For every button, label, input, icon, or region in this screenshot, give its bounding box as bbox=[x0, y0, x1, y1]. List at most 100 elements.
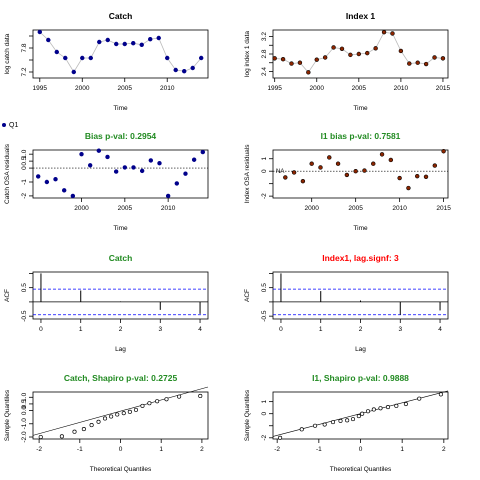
data-point bbox=[291, 170, 297, 175]
data-point bbox=[278, 435, 283, 440]
data-point bbox=[38, 434, 43, 440]
data-point bbox=[131, 165, 136, 170]
y-tick-label: 0 bbox=[261, 412, 268, 416]
y-tick-label: 1.0 bbox=[21, 149, 28, 158]
chart-panel-3: Bias p-val: 0.2954 Time Catch OSA residual… bbox=[4, 131, 209, 232]
y-tick-label: 0.5 bbox=[21, 399, 28, 408]
chart-title: Catch bbox=[109, 253, 133, 263]
y-axis-label: Catch OSA residuals bbox=[4, 143, 11, 204]
data-point bbox=[157, 161, 162, 166]
data-point bbox=[432, 163, 438, 168]
data-point bbox=[371, 161, 376, 166]
y-tick-label: -2.0 bbox=[21, 431, 28, 443]
data-point bbox=[360, 411, 365, 416]
data-point bbox=[122, 41, 127, 47]
x-axis-label: Time bbox=[353, 105, 368, 112]
data-point bbox=[61, 188, 67, 193]
y-axis-label: log catch data bbox=[4, 33, 11, 74]
x-tick-label: 2010 bbox=[161, 205, 176, 212]
data-point bbox=[139, 168, 145, 174]
y-tick-label: -1 bbox=[21, 179, 28, 185]
x-tick-label: 2005 bbox=[118, 205, 133, 212]
x-tick-label: 2005 bbox=[352, 85, 367, 92]
data-point bbox=[385, 405, 391, 410]
x-tick-label: 1995 bbox=[33, 85, 48, 92]
x-tick-label: 0 bbox=[279, 326, 283, 333]
x-tick-label: 0 bbox=[359, 446, 363, 453]
data-point bbox=[330, 420, 336, 425]
data-point bbox=[381, 29, 387, 35]
x-tick-label: 1 bbox=[319, 326, 323, 333]
data-point bbox=[79, 151, 84, 157]
series-line bbox=[39, 31, 202, 73]
data-point bbox=[89, 423, 94, 428]
x-tick-label: -2 bbox=[36, 446, 42, 453]
x-tick-label: 1 bbox=[400, 446, 404, 453]
qq-line bbox=[32, 386, 209, 436]
data-point bbox=[81, 427, 86, 432]
x-axis-label: Theoretical Quantiles bbox=[330, 466, 392, 473]
data-point bbox=[335, 161, 341, 166]
data-point bbox=[115, 412, 120, 417]
x-tick-label: -1 bbox=[316, 446, 322, 453]
chart-title: Catch bbox=[109, 11, 133, 21]
data-point bbox=[190, 65, 195, 71]
x-axis-label: Lag bbox=[355, 346, 366, 353]
x-tick-label: 1 bbox=[159, 446, 163, 453]
plot-frame bbox=[272, 271, 449, 320]
data-point bbox=[174, 181, 180, 186]
data-point bbox=[148, 36, 153, 42]
y-tick-label: 3.2 bbox=[261, 32, 268, 41]
data-point bbox=[379, 152, 385, 157]
data-point bbox=[440, 56, 446, 61]
data-point bbox=[339, 46, 345, 51]
plot-frame bbox=[32, 29, 209, 79]
data-point bbox=[338, 418, 343, 423]
y-tick-label: 2.8 bbox=[261, 49, 268, 58]
y-tick-label: 1 bbox=[261, 399, 268, 403]
x-tick-label: 4 bbox=[198, 326, 202, 333]
data-point bbox=[371, 407, 376, 412]
x-tick-label: 2010 bbox=[394, 85, 409, 92]
data-point bbox=[441, 149, 446, 154]
y-tick-label: -0.5 bbox=[21, 310, 28, 322]
x-tick-label: 2000 bbox=[74, 205, 89, 212]
data-point bbox=[283, 175, 288, 180]
x-tick-label: 2005 bbox=[348, 205, 363, 212]
y-tick-label: -2 bbox=[261, 193, 268, 199]
y-tick-label: -2 bbox=[261, 435, 268, 441]
data-point bbox=[155, 399, 160, 404]
x-tick-label: 2015 bbox=[436, 85, 451, 92]
data-point bbox=[394, 403, 399, 408]
x-axis-label: Time bbox=[353, 225, 368, 232]
data-point bbox=[63, 55, 68, 61]
data-point bbox=[415, 173, 420, 179]
data-point bbox=[140, 403, 145, 408]
data-point bbox=[407, 61, 412, 66]
data-point bbox=[182, 68, 187, 74]
x-axis-label: Theoretical Quantiles bbox=[90, 466, 152, 473]
plot-frame bbox=[32, 149, 209, 199]
data-point bbox=[122, 165, 128, 170]
chart-title: Index 1 bbox=[346, 11, 376, 21]
x-tick-label: 1 bbox=[79, 326, 83, 333]
chart-title: Catch, Shapiro p-val: 0.2725 bbox=[64, 373, 178, 383]
data-point bbox=[70, 193, 76, 199]
data-point bbox=[423, 61, 429, 67]
data-point bbox=[423, 174, 429, 180]
x-tick-label: 2 bbox=[442, 446, 446, 453]
data-point bbox=[365, 409, 371, 414]
legend: Q1 bbox=[2, 122, 18, 129]
data-point bbox=[191, 157, 197, 162]
data-point bbox=[350, 417, 356, 422]
data-point bbox=[415, 60, 420, 65]
data-point bbox=[406, 185, 411, 191]
y-tick-label: 0.5 bbox=[21, 283, 28, 292]
plot-frame bbox=[32, 271, 209, 320]
data-point bbox=[390, 31, 395, 36]
chart-title: Bias p-val: 0.2954 bbox=[85, 131, 157, 141]
x-axis-label: Time bbox=[113, 105, 128, 112]
data-point bbox=[96, 419, 101, 424]
data-point bbox=[306, 70, 311, 75]
data-point bbox=[322, 55, 328, 60]
